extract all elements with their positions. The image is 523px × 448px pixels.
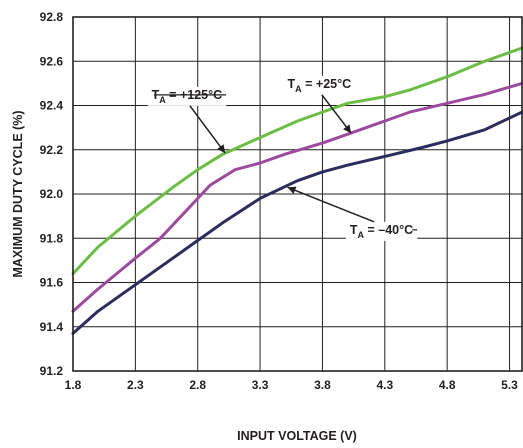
label-subscript: A bbox=[358, 230, 365, 240]
x-axis-label: INPUT VOLTAGE (V) bbox=[237, 429, 357, 443]
x-tick-labels: 1.8 2.3 2.8 3.3 3.8 4.3 4.8 5.3 bbox=[65, 378, 519, 392]
x-tick-label: 5.3 bbox=[501, 378, 518, 392]
x-tick-label: 1.8 bbox=[65, 378, 82, 392]
y-tick-label: 91.6 bbox=[40, 276, 64, 290]
plot-frame bbox=[72, 16, 523, 372]
series-line-1 bbox=[71, 81, 523, 313]
annotation-background bbox=[345, 221, 418, 241]
label-subscript: A bbox=[295, 84, 302, 94]
y-tick-label: 92.2 bbox=[40, 143, 64, 157]
label-subscript: A bbox=[159, 95, 166, 105]
annotation-arrow bbox=[287, 186, 375, 223]
series-line-0 bbox=[71, 46, 523, 276]
series-line-2 bbox=[71, 110, 523, 335]
annotations: TA = +125°CTA = +25°CTA = –40°C bbox=[147, 75, 418, 241]
annotation-arrow bbox=[189, 105, 226, 154]
label-main: T bbox=[350, 223, 358, 237]
arrow-head bbox=[217, 144, 226, 154]
y-axis-label: MAXIMUM DUTY CYCLE (%) bbox=[11, 110, 25, 277]
y-tick-label: 91.8 bbox=[40, 231, 64, 245]
series-label-2: TA = –40°C bbox=[350, 223, 413, 240]
series-label-1: TA = +25°C bbox=[288, 77, 352, 94]
x-tick-label: 2.8 bbox=[189, 378, 206, 392]
x-tick-label: 4.3 bbox=[376, 378, 393, 392]
x-tick-label: 3.3 bbox=[252, 378, 269, 392]
arrow-head bbox=[287, 186, 297, 195]
series-lines bbox=[71, 46, 523, 335]
label-rest: = –40°C bbox=[364, 223, 413, 237]
y-tick-label: 91.4 bbox=[40, 320, 64, 334]
y-tick-label: 91.2 bbox=[40, 364, 64, 378]
annotation-background bbox=[283, 75, 356, 95]
y-tick-label: 92.6 bbox=[40, 54, 64, 68]
y-tick-label: 92.4 bbox=[40, 99, 64, 113]
x-tick-label: 3.8 bbox=[314, 378, 331, 392]
x-tick-label: 2.3 bbox=[127, 378, 144, 392]
label-main: T bbox=[288, 77, 296, 91]
grid bbox=[72, 16, 522, 372]
arrow-head bbox=[343, 124, 352, 134]
x-tick-label: 4.8 bbox=[439, 378, 456, 392]
y-tick-label: 92.8 bbox=[40, 10, 64, 24]
y-tick-labels: 91.2 91.4 91.6 91.8 92.0 92.2 92.4 92.6 92.8 bbox=[40, 10, 64, 378]
y-tick-label: 92.0 bbox=[40, 187, 64, 201]
annotation-arrow bbox=[321, 94, 352, 134]
annotation-background bbox=[147, 86, 227, 106]
label-rest: = +25°C bbox=[302, 77, 351, 91]
